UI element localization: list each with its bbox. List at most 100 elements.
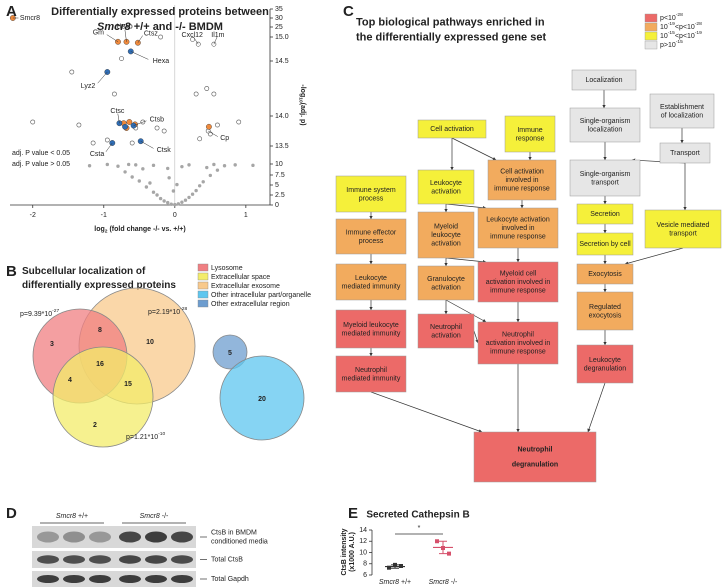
pathway-title: Top biological pathways enriched in the d… <box>356 16 546 43</box>
data-point <box>169 202 173 206</box>
data-point <box>441 546 445 550</box>
point-label: Cxcl12 <box>182 32 204 39</box>
pathway-node-label-line: Localization <box>586 77 623 84</box>
data-point <box>180 200 184 204</box>
data-point <box>205 165 209 170</box>
pathway-node-label-line: Leukocyte <box>355 275 387 282</box>
y-tick-label: 7.5 <box>275 172 285 179</box>
data-point <box>197 136 203 142</box>
y-axis-label: -log10(adj. p) <box>297 84 306 125</box>
blot-group-label: Smcr8 -/- <box>140 513 169 520</box>
blot-band <box>119 555 141 564</box>
blot-band <box>89 531 111 543</box>
pathway-node-label-line: Secretion <box>590 211 620 218</box>
data-point <box>204 86 210 91</box>
pathway-node <box>477 261 559 303</box>
pathway-node-label-line: transport <box>591 179 619 186</box>
data-point <box>151 163 156 168</box>
blot-band <box>171 555 193 564</box>
pathway-node <box>659 142 711 164</box>
venn-circle <box>219 355 305 441</box>
venn-p-value: p=2.19*10-28 <box>148 306 187 316</box>
text-part: -/- <box>449 579 458 586</box>
data-point <box>87 164 92 168</box>
pathway-node-label-line: Leukocyte <box>589 357 621 364</box>
series-name: adj. P value < 0.05 <box>12 150 70 157</box>
data-point <box>180 164 184 169</box>
venn-title-line: Subcellular localization of <box>22 266 146 277</box>
blot-band <box>119 575 141 583</box>
pathway-node-label: Neutrophil activation <box>430 324 462 340</box>
blot-band <box>37 555 59 564</box>
data-point <box>155 193 159 197</box>
data-point <box>233 163 237 167</box>
blot-band <box>145 531 167 543</box>
leader-line <box>208 130 218 137</box>
blot-band <box>171 531 193 543</box>
pathway-node-label-line: mediated immunity <box>342 330 401 337</box>
data-point <box>116 164 120 168</box>
pathway-node-label: Leukocyte activation involved in immune re… <box>486 216 550 240</box>
pathway-node-label: Neutrophil activation involved in immune r… <box>486 331 551 355</box>
data-point <box>126 119 133 125</box>
data-point <box>183 198 188 202</box>
data-point <box>215 122 220 128</box>
leader-line <box>140 140 154 149</box>
pathway-node-label: Vesicle mediated transport <box>657 222 710 238</box>
legend-label-part: -19 <box>668 21 675 27</box>
leader-line <box>97 71 108 84</box>
pathway-arrow <box>445 299 487 323</box>
data-point <box>141 167 145 171</box>
venn-p-value-part: p=2.19*10 <box>148 309 180 316</box>
pathway-node-label-line: Granulocyte <box>427 276 465 283</box>
data-point <box>206 123 212 130</box>
blot-band <box>63 531 85 543</box>
point-label: Il1m <box>211 32 224 39</box>
data-point <box>447 551 451 556</box>
y-tick-label: 35 <box>275 6 283 13</box>
pathway-node-label-line: involved in <box>505 177 538 184</box>
y-axis-label-group: CtsB intensity(x1000 A.U.) <box>341 528 356 575</box>
legend-swatch <box>197 290 209 299</box>
legend-label: 10-15<p<10-19 <box>660 30 702 40</box>
data-point <box>112 91 117 97</box>
pathway-node-label: Exocytosis <box>588 271 622 278</box>
legend-label: Extracellular exosome <box>211 283 280 290</box>
venn-count: 3 <box>50 341 54 348</box>
legend-label-part: p<10 <box>660 15 676 22</box>
pathway-node-label-line: Single-organism <box>580 118 631 125</box>
legend-swatch <box>197 281 209 290</box>
pathway-node-label-line: activation <box>431 284 461 291</box>
pathway-node-label-line: activation involved in <box>486 340 551 347</box>
leader-line <box>117 113 120 124</box>
y-axis-label-part: 10 <box>297 97 303 103</box>
venn-title-line: differentially expressed proteins <box>22 280 176 291</box>
legend-label: Lysosome <box>211 265 243 272</box>
venn-p-value-part: -10 <box>158 431 165 437</box>
leader-line <box>137 35 143 43</box>
x-axis-label-part: (fold change -/- vs. +/+) <box>108 226 186 233</box>
legend-label-part: 10 <box>660 24 668 31</box>
pathway-arrow <box>451 137 497 161</box>
x-axis-label: log2 (fold change -/- vs. +/+) <box>94 226 185 235</box>
pathway-node-label-line: mediated immunity <box>342 375 401 382</box>
data-point <box>190 192 195 196</box>
x-tick-label: Smcr8 -/- <box>429 579 458 586</box>
blot-strip <box>32 526 196 548</box>
legend-swatch <box>197 299 209 308</box>
pathway-node-label: Localization <box>586 77 623 84</box>
pathway-node-label: Regulated exocytosis <box>589 304 622 320</box>
point-label: Smcr8 <box>20 15 40 22</box>
y-axis-label: CtsB intensity(x1000 A.U.) <box>341 528 356 575</box>
y-tick-label: 0 <box>275 202 279 209</box>
leader-line <box>130 51 149 60</box>
pathway-node <box>487 159 557 201</box>
y-tick-label: 13.5 <box>275 143 289 150</box>
text-part: -/- <box>160 513 169 520</box>
pathway-node-label-line: Secretion by cell <box>579 241 631 248</box>
pathway-node-label: Cell activation involved in immune respons… <box>494 168 550 192</box>
pathway-node-label-line: involved in <box>501 225 534 232</box>
pathway-node-label-line: immune response <box>494 185 550 192</box>
pathway-node-label-line: activation <box>431 240 461 247</box>
data-point <box>173 202 177 207</box>
